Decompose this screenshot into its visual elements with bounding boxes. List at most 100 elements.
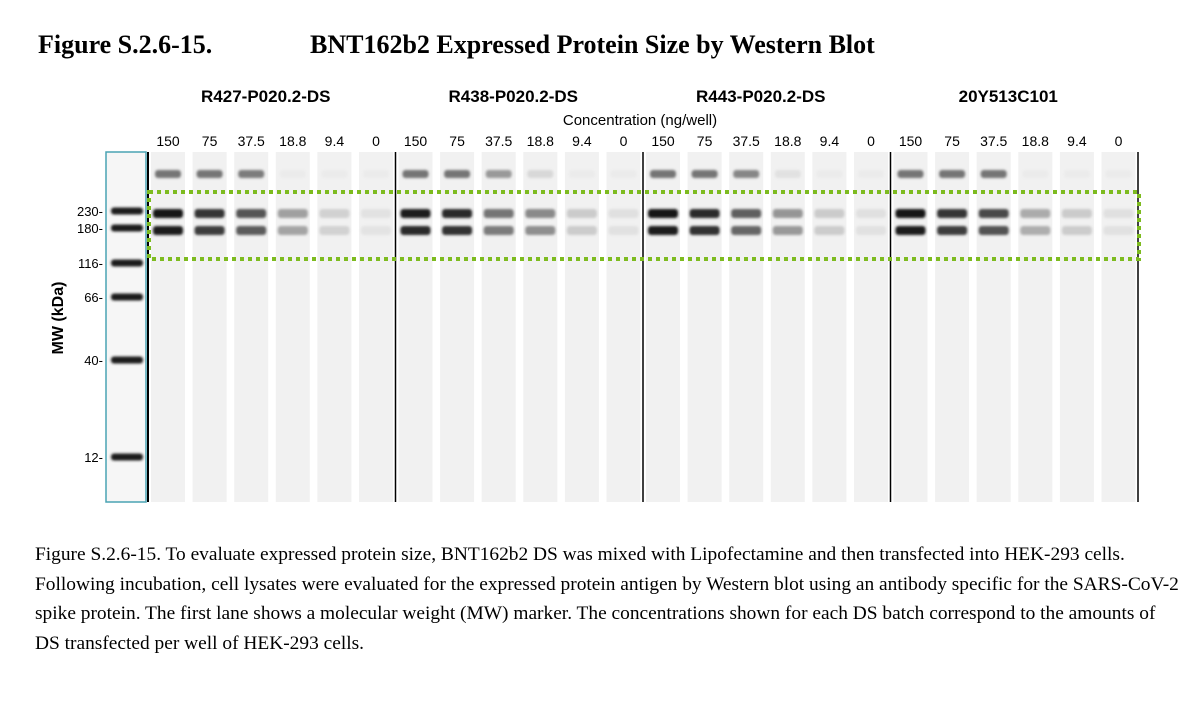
spike-band-lower xyxy=(648,226,678,235)
mw-marker-lane-group: 230- 180- 116- 66- 40- 12- xyxy=(77,151,147,503)
sample-lane xyxy=(1059,152,1094,502)
spike-band-upper xyxy=(689,209,720,218)
sample-lane xyxy=(192,152,227,502)
blot-panel xyxy=(148,152,396,502)
sample-lane xyxy=(606,152,641,502)
spike-band-upper xyxy=(400,209,431,218)
batch-label: R427-P020.2-DS xyxy=(201,87,330,106)
high-mw-band xyxy=(527,170,554,178)
western-blot-svg: MW (kDa) Concentration (ng/well) 230- 180… xyxy=(50,87,1141,503)
spike-band-upper xyxy=(937,209,968,218)
spike-band-lower xyxy=(194,226,225,235)
sample-lane xyxy=(646,152,680,502)
concentration-tick-label: 0 xyxy=(867,133,875,149)
blot-panel xyxy=(395,152,643,502)
spike-band-upper xyxy=(814,209,845,218)
spike-band-lower xyxy=(772,226,803,235)
sample-lane xyxy=(976,152,1011,502)
concentration-tick-label: 150 xyxy=(899,133,923,149)
labels-group: R427-P020.2-DS 150 75 37.5 18.8 9.4 0 R438-P020… xyxy=(156,87,1122,149)
spike-band-lower xyxy=(153,226,183,235)
high-mw-band xyxy=(816,170,843,178)
western-blot-figure: MW (kDa) Concentration (ng/well) 230- 180… xyxy=(50,87,1141,503)
high-mw-band xyxy=(939,170,966,178)
mw-marker-lane xyxy=(105,151,147,503)
blot-panel xyxy=(890,152,1138,502)
concentration-tick-label: 0 xyxy=(1115,133,1123,149)
mw-marker-band xyxy=(111,259,143,267)
high-mw-band xyxy=(1105,170,1132,178)
mw-marker-band xyxy=(111,356,143,364)
sample-lane xyxy=(398,152,433,502)
concentration-tick-label: 37.5 xyxy=(238,133,265,149)
mw-marker-label: 180- xyxy=(77,221,103,236)
concentration-tick-label: 75 xyxy=(697,133,713,149)
spike-band-upper xyxy=(731,209,762,218)
spike-band-upper xyxy=(442,209,473,218)
high-mw-band xyxy=(1022,170,1049,178)
sample-lane xyxy=(440,152,475,502)
spike-band-lower xyxy=(814,226,845,235)
sample-lane xyxy=(812,152,847,502)
spike-band-lower xyxy=(895,226,926,235)
sample-lane xyxy=(1101,152,1136,502)
concentration-tick-label: 150 xyxy=(651,133,675,149)
mw-marker-label: 66- xyxy=(84,290,103,305)
high-mw-band xyxy=(691,170,718,178)
sample-lane xyxy=(234,152,269,502)
sample-lane xyxy=(523,152,558,502)
spike-band-upper xyxy=(856,209,886,218)
spike-band-upper xyxy=(236,209,267,218)
concentration-tick-label: 18.8 xyxy=(1022,133,1049,149)
spike-band-upper xyxy=(648,209,678,218)
high-mw-band xyxy=(444,170,471,178)
figure-heading: Figure S.2.6-15. BNT162b2 Expressed Prot… xyxy=(38,24,1178,64)
spike-band-lower xyxy=(1061,226,1092,235)
concentration-tick-label: 9.4 xyxy=(820,133,840,149)
high-mw-band xyxy=(196,170,223,178)
sample-lane xyxy=(151,152,185,502)
sample-lane xyxy=(359,152,393,502)
mw-marker-label: 116- xyxy=(78,256,103,271)
sample-lane xyxy=(481,152,516,502)
sample-lane xyxy=(687,152,722,502)
sample-lane xyxy=(854,152,888,502)
sample-lane xyxy=(729,152,764,502)
high-mw-band xyxy=(858,170,884,178)
spike-band-lower xyxy=(566,226,597,235)
concentration-tick-label: 18.8 xyxy=(774,133,801,149)
sample-lane xyxy=(770,152,805,502)
mw-marker-band xyxy=(111,224,143,232)
spike-band-upper xyxy=(608,209,639,218)
mw-marker-label: 40- xyxy=(84,353,103,368)
spike-band-upper xyxy=(361,209,391,218)
high-mw-band xyxy=(733,170,760,178)
mw-marker-band xyxy=(111,207,143,215)
concentration-tick-label: 0 xyxy=(620,133,628,149)
high-mw-band xyxy=(1063,170,1090,178)
blot-panel xyxy=(643,152,891,502)
high-mw-band xyxy=(402,170,429,178)
spike-band-upper xyxy=(1061,209,1092,218)
high-mw-band xyxy=(980,170,1007,178)
spike-band-upper xyxy=(772,209,803,218)
figure-number: Figure S.2.6-15. xyxy=(38,30,213,59)
spike-band-lower xyxy=(442,226,473,235)
spike-band-upper xyxy=(895,209,926,218)
high-mw-band xyxy=(897,170,924,178)
concentration-tick-label: 37.5 xyxy=(980,133,1007,149)
sample-lane xyxy=(275,152,310,502)
spike-band-lower xyxy=(361,226,391,235)
spike-band-upper xyxy=(1103,209,1134,218)
spike-band-lower xyxy=(483,226,514,235)
concentration-tick-label: 9.4 xyxy=(1067,133,1087,149)
spike-band-lower xyxy=(277,226,308,235)
concentration-tick-label: 9.4 xyxy=(325,133,345,149)
sample-lane xyxy=(564,152,599,502)
concentration-tick-label: 9.4 xyxy=(572,133,592,149)
concentration-tick-label: 75 xyxy=(449,133,465,149)
highlight-box xyxy=(147,190,1141,261)
concentration-tick-label: 150 xyxy=(404,133,428,149)
spike-band-upper xyxy=(153,209,183,218)
spike-band-upper xyxy=(525,209,556,218)
